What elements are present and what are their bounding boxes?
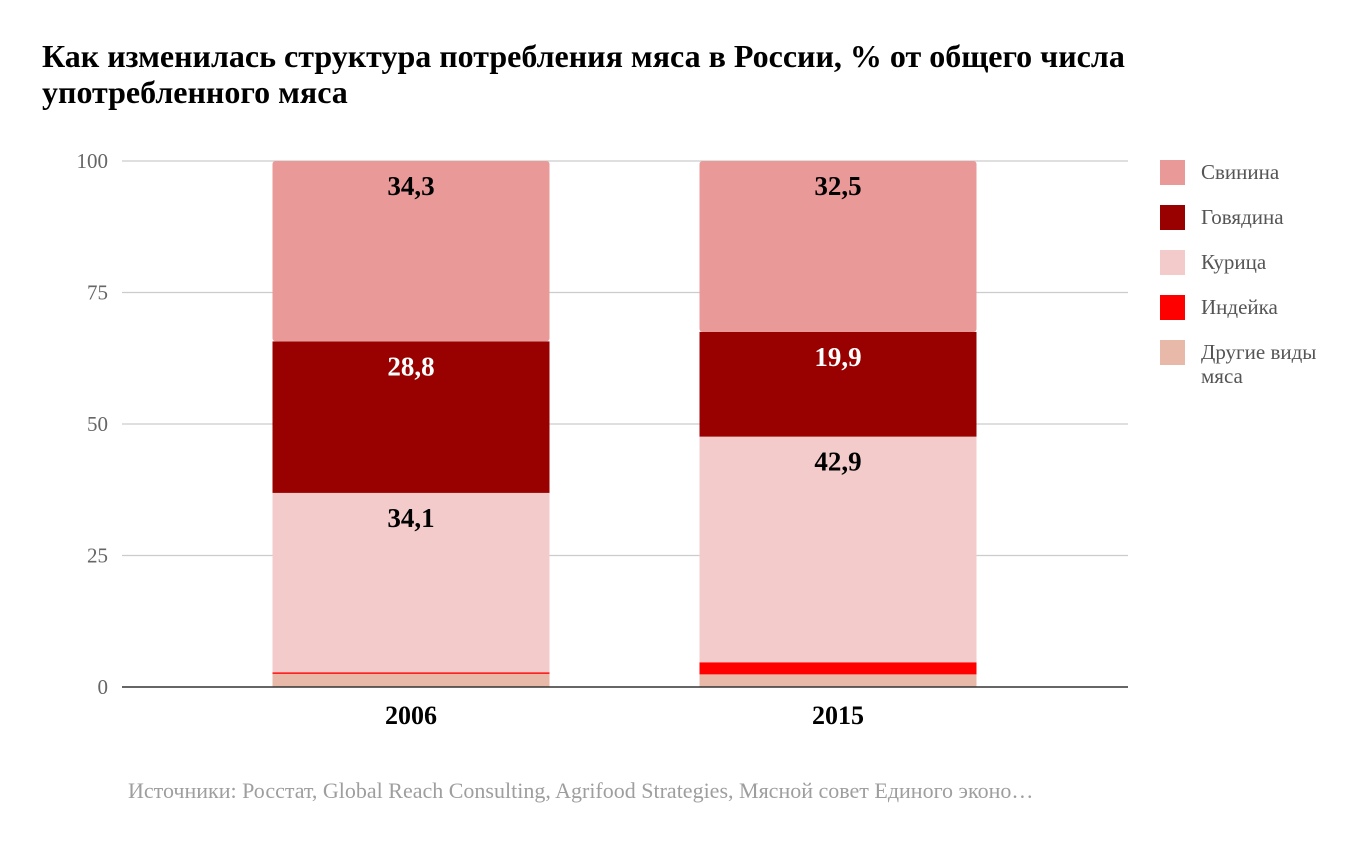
bar-2006-series-1 bbox=[272, 672, 550, 674]
data-label-2015-series-4: 32,5 bbox=[814, 171, 861, 201]
y-tick-label: 50 bbox=[87, 412, 108, 436]
legend-label: Говядина bbox=[1201, 205, 1284, 229]
bar-2006-series-0 bbox=[272, 673, 550, 687]
data-label-2006-series-4: 34,3 bbox=[387, 171, 434, 201]
bar-2006-series-2 bbox=[272, 492, 550, 673]
bar-2015-series-2 bbox=[699, 436, 977, 663]
bar-2015-series-4 bbox=[699, 161, 977, 332]
chart-title: Как изменилась структура потребления мяс… bbox=[42, 38, 1125, 110]
y-tick-label: 0 bbox=[98, 675, 109, 699]
legend-swatch bbox=[1160, 295, 1185, 320]
bar-2015-series-1 bbox=[699, 662, 977, 675]
legend-label: Другие виды мяса bbox=[1201, 340, 1317, 388]
data-labels: 34,1 28,8 34,3 42,9 19,9 32,5 bbox=[387, 171, 861, 533]
legend: Свинина Говядина Курица Индейка Другие виды … bbox=[1160, 160, 1360, 408]
x-tick-label: 2006 bbox=[385, 701, 437, 730]
legend-label: Индейка bbox=[1201, 295, 1278, 319]
legend-item: Курица bbox=[1160, 250, 1360, 275]
y-tick-label: 75 bbox=[87, 281, 108, 305]
legend-item: Говядина bbox=[1160, 205, 1360, 230]
bar-2015-series-0 bbox=[699, 674, 977, 687]
y-tick-label: 25 bbox=[87, 544, 108, 568]
legend-swatch bbox=[1160, 340, 1185, 365]
legend-swatch bbox=[1160, 205, 1185, 230]
legend-label: Свинина bbox=[1201, 160, 1280, 184]
bar-2006-series-4 bbox=[272, 161, 550, 342]
legend-swatch bbox=[1160, 160, 1185, 185]
data-label-2015-series-2: 42,9 bbox=[814, 447, 861, 477]
axes: 0 25 50 75 100 2006 2015 bbox=[77, 149, 1128, 730]
legend-item: Другие виды мяса bbox=[1160, 340, 1360, 388]
x-tick-label: 2015 bbox=[812, 701, 864, 730]
source-note: Источники: Росстат, Global Reach Consult… bbox=[128, 778, 1034, 803]
bar-2015-series-3 bbox=[699, 331, 977, 437]
y-tick-label: 100 bbox=[77, 149, 109, 173]
legend-item: Свинина bbox=[1160, 160, 1360, 185]
legend-label: Курица bbox=[1201, 250, 1267, 274]
legend-item: Индейка bbox=[1160, 295, 1360, 320]
data-label-2006-series-3: 28,8 bbox=[387, 351, 434, 381]
bars bbox=[272, 161, 977, 687]
legend-swatch bbox=[1160, 250, 1185, 275]
data-label-2006-series-2: 34,1 bbox=[387, 503, 434, 533]
data-label-2015-series-3: 19,9 bbox=[814, 342, 861, 372]
bar-2006-series-3 bbox=[272, 341, 550, 493]
